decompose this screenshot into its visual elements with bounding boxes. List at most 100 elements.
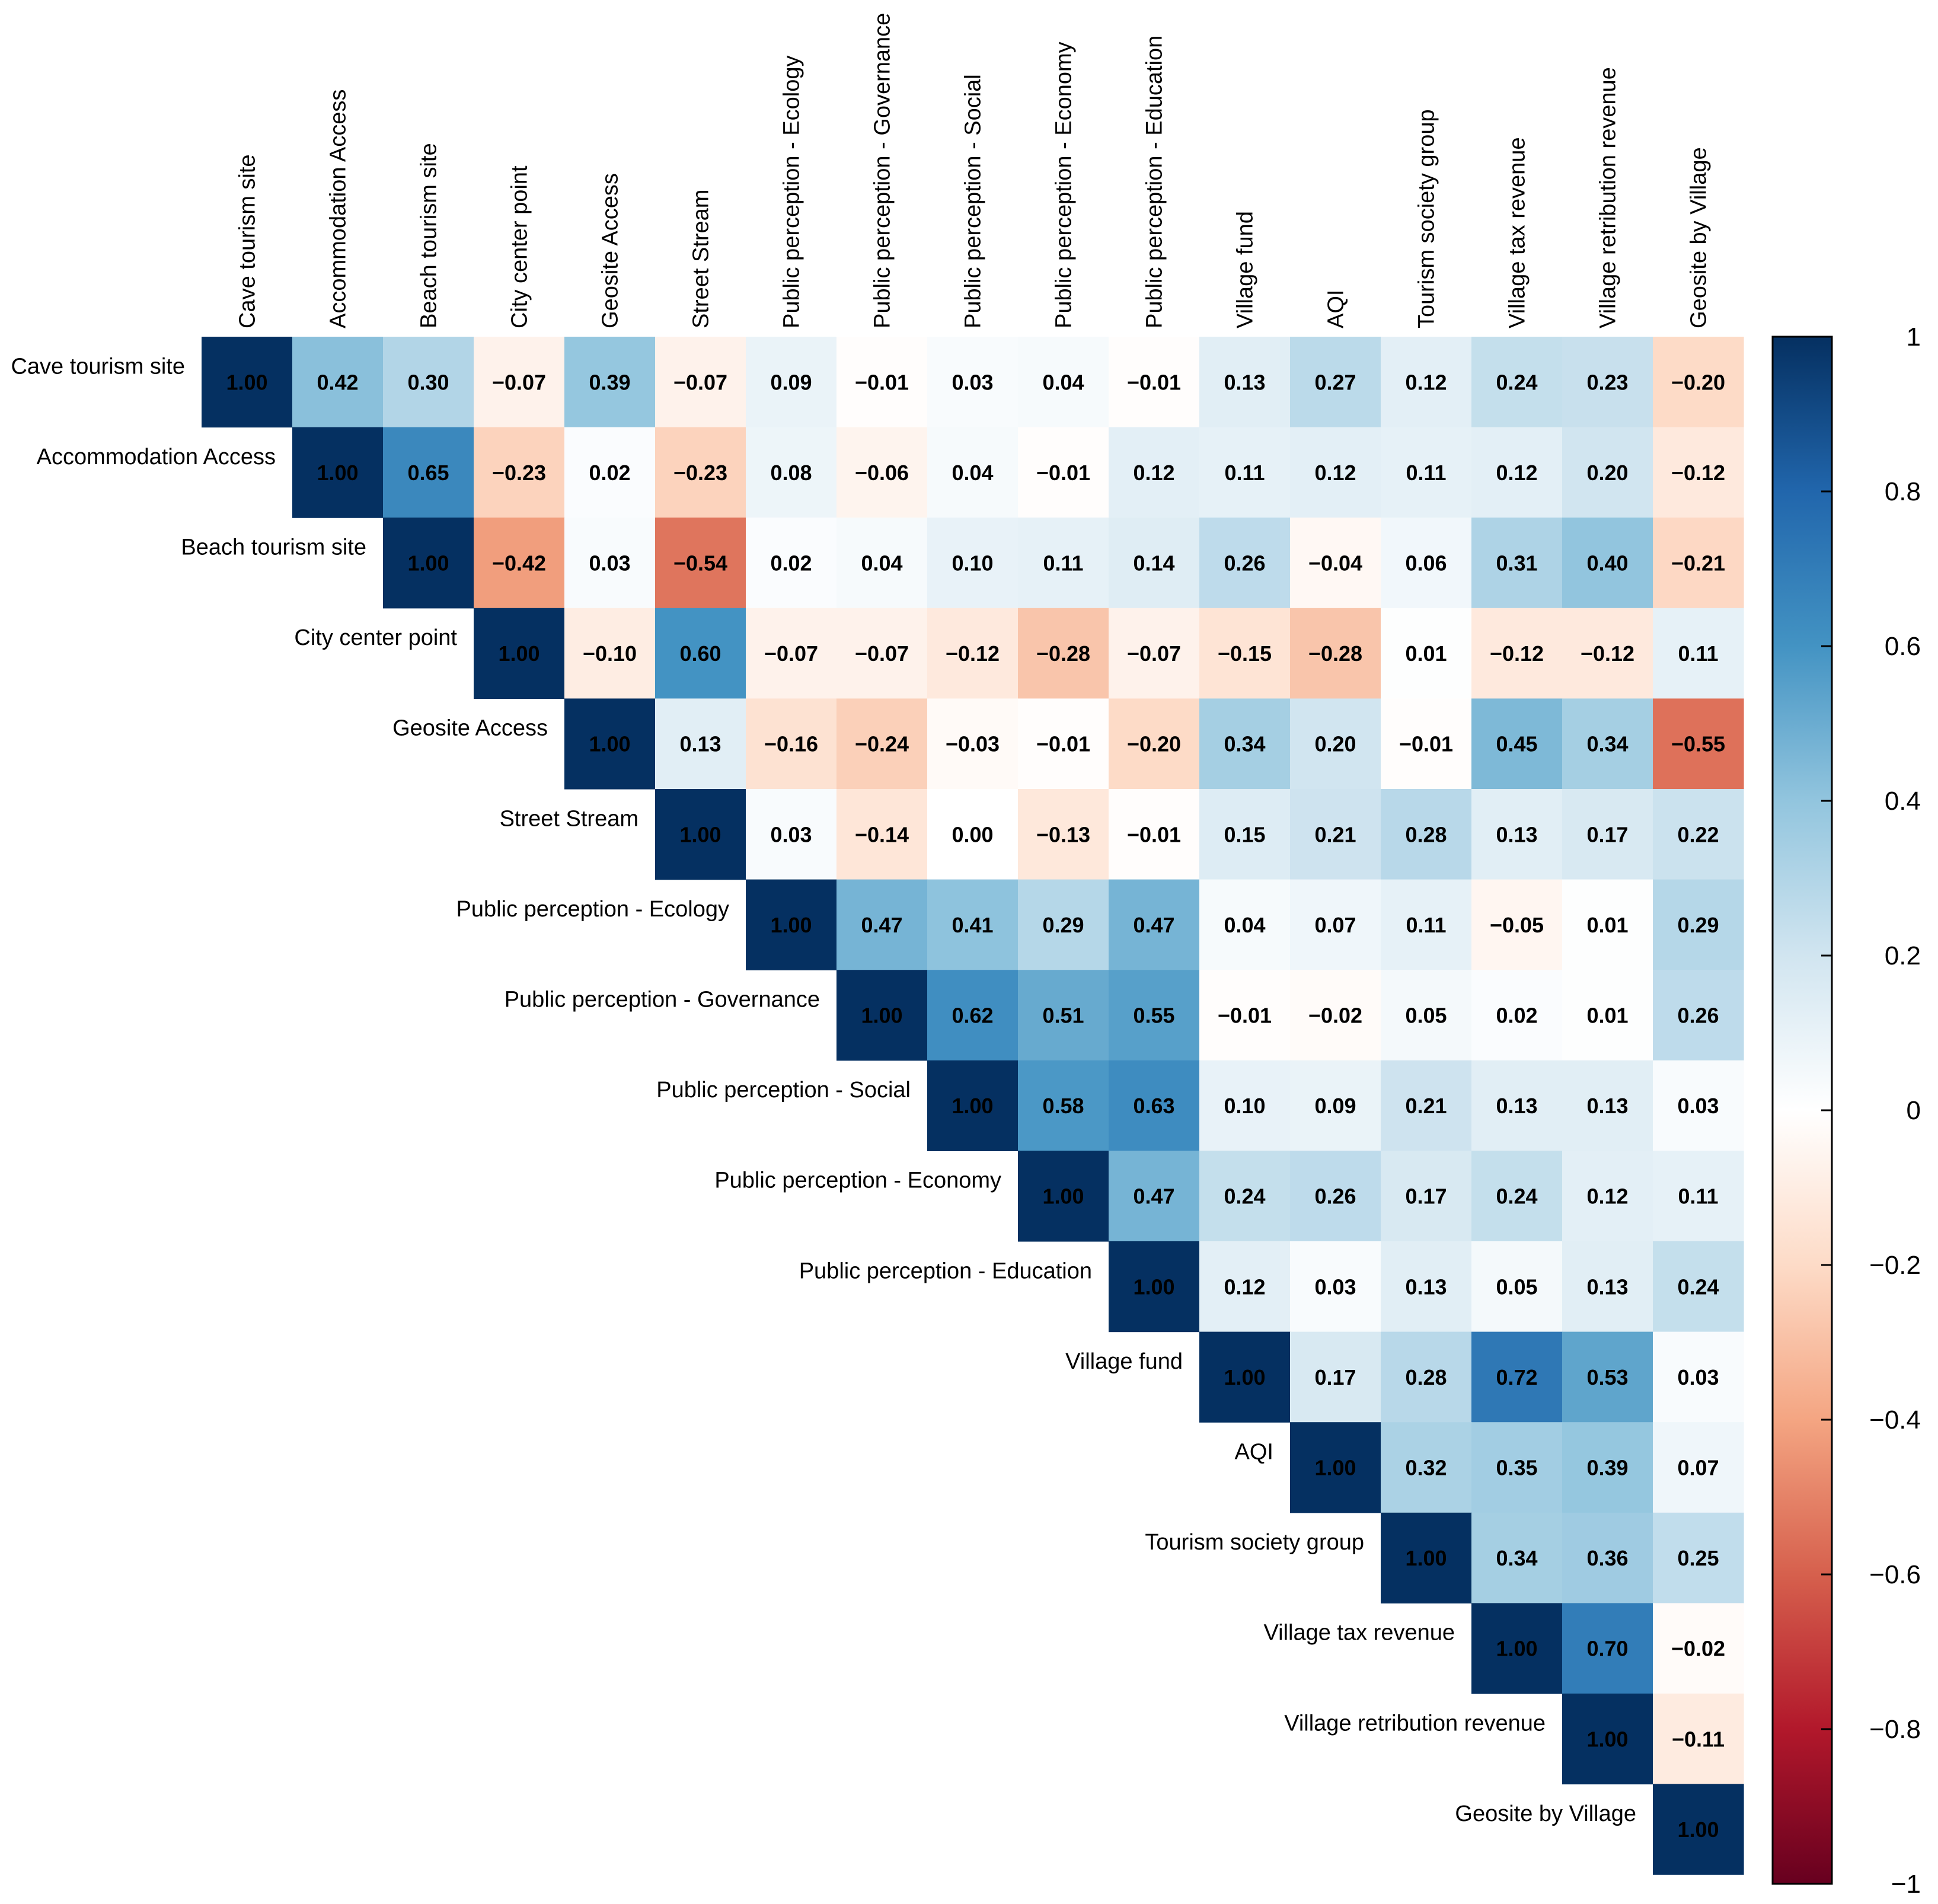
cell-value-label: 0.07 — [1314, 913, 1356, 937]
row-label: City center point — [294, 625, 457, 650]
cell-value-label: 0.03 — [952, 370, 993, 394]
cell-value-label: 0.65 — [407, 461, 449, 485]
cell-value-label: −0.01 — [1036, 461, 1090, 485]
cell-value-label: 1.00 — [589, 732, 630, 756]
row-label: Public perception - Social — [656, 1078, 911, 1103]
heatmap-cell — [1290, 1331, 1381, 1423]
heatmap-cell — [1653, 970, 1744, 1061]
column-label: Street Stream — [689, 190, 714, 328]
column-label: City center point — [507, 165, 532, 328]
row-labels: Cave tourism site Accommodation Access Bea… — [11, 354, 1636, 1826]
heatmap-cell — [474, 337, 565, 428]
row-label: Beach tourism site — [181, 535, 366, 560]
heatmap-cell — [1653, 608, 1744, 699]
cell-value-label: −0.23 — [673, 461, 727, 485]
heatmap-cell — [1562, 517, 1653, 609]
heatmap-cell — [1290, 1151, 1381, 1242]
heatmap-cell — [1290, 1060, 1381, 1151]
cell-value-label: 0.29 — [1677, 913, 1719, 937]
heatmap-cell — [1199, 1241, 1291, 1333]
heatmap-cell — [1199, 789, 1291, 880]
cell-value-label: 0.13 — [1496, 1094, 1537, 1118]
cell-value-label: 0.26 — [1677, 1004, 1719, 1028]
cell-value-label: 0.20 — [1314, 732, 1356, 756]
cell-value-label: 0.09 — [770, 370, 812, 394]
heatmap-cell — [1290, 1241, 1381, 1333]
heatmap-cell — [202, 337, 293, 428]
heatmap-cell — [1653, 698, 1744, 790]
colorbar-tick-label: 0 — [1907, 1096, 1921, 1125]
heatmap-cell — [1562, 789, 1653, 880]
cell-value-label: 0.07 — [1677, 1456, 1719, 1480]
cell-value-label: 0.12 — [1133, 461, 1174, 485]
heatmap-cell — [1109, 1060, 1200, 1151]
row-label: Cave tourism site — [11, 354, 185, 379]
heatmap-cell — [927, 427, 1019, 518]
heatmap-cell — [1653, 517, 1744, 609]
heatmap-cell — [292, 337, 384, 428]
heatmap-cell — [1562, 1694, 1653, 1785]
heatmap-cell — [1109, 879, 1200, 970]
cell-value-label: 0.26 — [1314, 1184, 1356, 1209]
column-label: AQI — [1324, 290, 1349, 328]
column-label: Public perception - Education — [1142, 36, 1167, 328]
cell-value-label: −0.16 — [764, 732, 818, 756]
cell-value-label: 1.00 — [770, 913, 812, 937]
heatmap-cell — [1562, 970, 1653, 1061]
cell-value-label: 0.00 — [952, 822, 993, 846]
row-label: Geosite by Village — [1455, 1801, 1636, 1826]
cell-value-label: 0.30 — [407, 370, 449, 394]
cell-value-label: 0.63 — [1133, 1094, 1174, 1118]
heatmap-cell — [1562, 1422, 1653, 1513]
cell-value-label: 0.13 — [1224, 370, 1265, 394]
heatmap-cell — [1471, 1241, 1563, 1333]
heatmap-cell — [746, 517, 837, 609]
heatmap-cell — [1018, 1060, 1109, 1151]
heatmap-cell — [1199, 608, 1291, 699]
cell-value-label: 1.00 — [1586, 1727, 1628, 1751]
heatmap-cell — [1381, 427, 1472, 518]
heatmap-cell — [1653, 1422, 1744, 1513]
cell-value-label: 0.36 — [1586, 1546, 1628, 1570]
colorbar-tick-label: −0.2 — [1869, 1251, 1921, 1280]
column-label: Public perception - Ecology — [780, 56, 804, 328]
cell-value-label: 1.00 — [1405, 1546, 1447, 1570]
heatmap-cell — [1199, 1151, 1291, 1242]
heatmap-cell — [1381, 1422, 1472, 1513]
cell-value-label: −0.24 — [855, 732, 909, 756]
colorbar-tick-label: 0.6 — [1885, 632, 1921, 661]
heatmap-cell — [927, 608, 1019, 699]
cell-value-label: 0.55 — [1133, 1004, 1174, 1028]
heatmap-cell — [1562, 427, 1653, 518]
cell-value-label: 0.06 — [1405, 551, 1447, 576]
cell-value-label: 1.00 — [317, 461, 358, 485]
heatmap-cell — [836, 608, 928, 699]
heatmap-cell — [1562, 1603, 1653, 1694]
row-label: Public perception - Ecology — [456, 897, 729, 922]
row-label: Accommodation Access — [37, 445, 276, 469]
heatmap-cell — [746, 698, 837, 790]
cell-value-label: 0.05 — [1405, 1004, 1447, 1028]
heatmap-cell — [474, 427, 565, 518]
cell-value-label: 0.58 — [1042, 1094, 1084, 1118]
cell-value-label: −0.07 — [673, 370, 727, 394]
heatmap-cell — [383, 517, 474, 609]
colorbar-tick-label: −0.4 — [1869, 1405, 1921, 1435]
heatmap-cell — [655, 698, 746, 790]
heatmap-cell — [1109, 427, 1200, 518]
cell-value-label: −0.07 — [492, 370, 546, 394]
column-label: Geosite Access — [598, 173, 623, 328]
heatmap-cell — [655, 517, 746, 609]
heatmap-cell — [836, 879, 928, 970]
heatmap-cell — [1381, 789, 1472, 880]
colorbar-tick-label: −0.8 — [1869, 1715, 1921, 1744]
heatmap-cell — [1109, 608, 1200, 699]
cell-value-label: 1.00 — [1224, 1365, 1265, 1389]
heatmap-cell — [655, 789, 746, 880]
cell-value-label: 0.01 — [1586, 913, 1628, 937]
heatmap-cell — [1018, 789, 1109, 880]
cell-value-label: 0.04 — [1224, 913, 1265, 937]
heatmap-cell — [474, 608, 565, 699]
cell-value-label: 1.00 — [1133, 1274, 1174, 1299]
heatmap-cell — [1381, 1331, 1472, 1423]
